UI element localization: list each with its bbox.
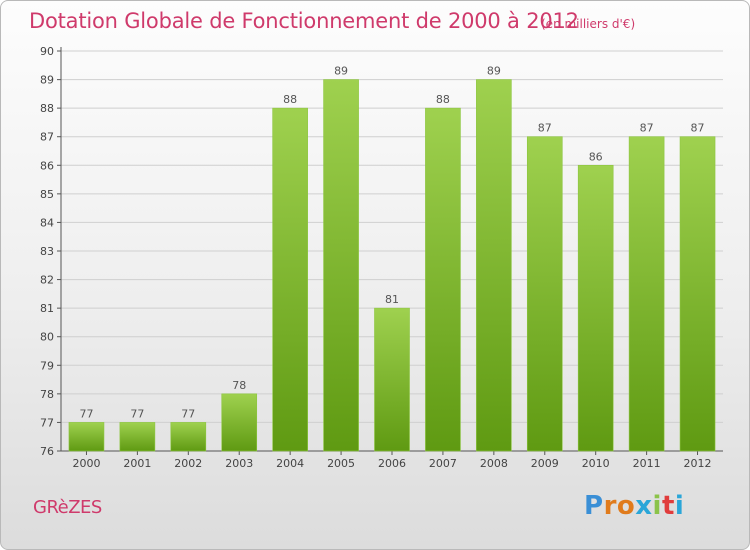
- y-tick-label: 89: [40, 74, 54, 87]
- data-label: 87: [640, 122, 654, 135]
- data-label: 88: [436, 93, 450, 106]
- bar: [374, 307, 410, 452]
- data-label: 77: [79, 407, 93, 420]
- bar: [476, 79, 512, 452]
- bar: [577, 164, 614, 452]
- x-tick-label: 2012: [684, 457, 712, 470]
- commune-name: GRèZES: [33, 497, 102, 518]
- x-tick-label: 2001: [123, 457, 151, 470]
- y-tick-label: 79: [40, 359, 54, 372]
- x-tick-label: 2007: [429, 457, 457, 470]
- logo-letter: t: [661, 491, 675, 521]
- logo-letter: r: [603, 491, 617, 521]
- logo-letter: o: [616, 491, 636, 521]
- y-tick-label: 88: [40, 102, 54, 115]
- x-tick-label: 2010: [582, 457, 610, 470]
- data-label: 89: [334, 65, 348, 78]
- bars: [68, 79, 716, 452]
- x-tick-label: 2000: [72, 457, 100, 470]
- y-tick-label: 78: [40, 388, 54, 401]
- bar: [425, 107, 461, 452]
- x-tick-label: 2002: [174, 457, 202, 470]
- bar: [68, 422, 105, 452]
- bar: [323, 79, 359, 452]
- y-tick-label: 90: [40, 45, 54, 58]
- y-tick-label: 83: [40, 245, 54, 258]
- bar: [526, 136, 563, 452]
- y-tick-label: 80: [40, 331, 54, 344]
- x-tick-label: 2005: [327, 457, 355, 470]
- logo-letter: i: [652, 491, 662, 521]
- x-tick-label: 2009: [531, 457, 559, 470]
- data-label: 87: [538, 122, 552, 135]
- logo-letter: x: [635, 491, 653, 521]
- x-tick-label: 2004: [276, 457, 304, 470]
- y-tick-label: 76: [40, 445, 54, 458]
- y-tick-label: 86: [40, 159, 54, 172]
- chart-title: Dotation Globale de Fonctionnement de 20…: [29, 9, 579, 33]
- bar: [170, 422, 207, 452]
- data-label: 89: [487, 65, 501, 78]
- x-tick-label: 2006: [378, 457, 406, 470]
- bar: [221, 393, 258, 452]
- data-label: 87: [691, 122, 705, 135]
- unit-label: (en milliers d'€): [541, 17, 636, 31]
- bar: [119, 422, 156, 452]
- data-label: 86: [589, 150, 603, 163]
- x-tick-label: 2011: [633, 457, 661, 470]
- logo-letter: P: [584, 491, 604, 521]
- bar: [272, 107, 308, 452]
- y-tick-label: 77: [40, 416, 54, 429]
- bar: [628, 136, 665, 452]
- data-labels: 77 77 77 78 88 89 81 88 89 87 86 87 87: [79, 65, 704, 421]
- y-tick-label: 84: [40, 216, 54, 229]
- logo-letter: i: [674, 491, 685, 521]
- data-label: 78: [232, 379, 246, 392]
- x-tick-label: 2003: [225, 457, 253, 470]
- data-label: 77: [181, 407, 195, 420]
- y-tick-label: 87: [40, 131, 54, 144]
- bar: [679, 136, 716, 452]
- data-label: 88: [283, 93, 297, 106]
- y-tick-label: 81: [40, 302, 54, 315]
- x-tick-label: 2008: [480, 457, 508, 470]
- y-tick-label: 82: [40, 274, 54, 287]
- data-label: 77: [130, 407, 144, 420]
- proxiti-logo: Proxiti: [584, 491, 684, 521]
- data-label: 81: [385, 293, 399, 306]
- y-tick-label: 85: [40, 188, 54, 201]
